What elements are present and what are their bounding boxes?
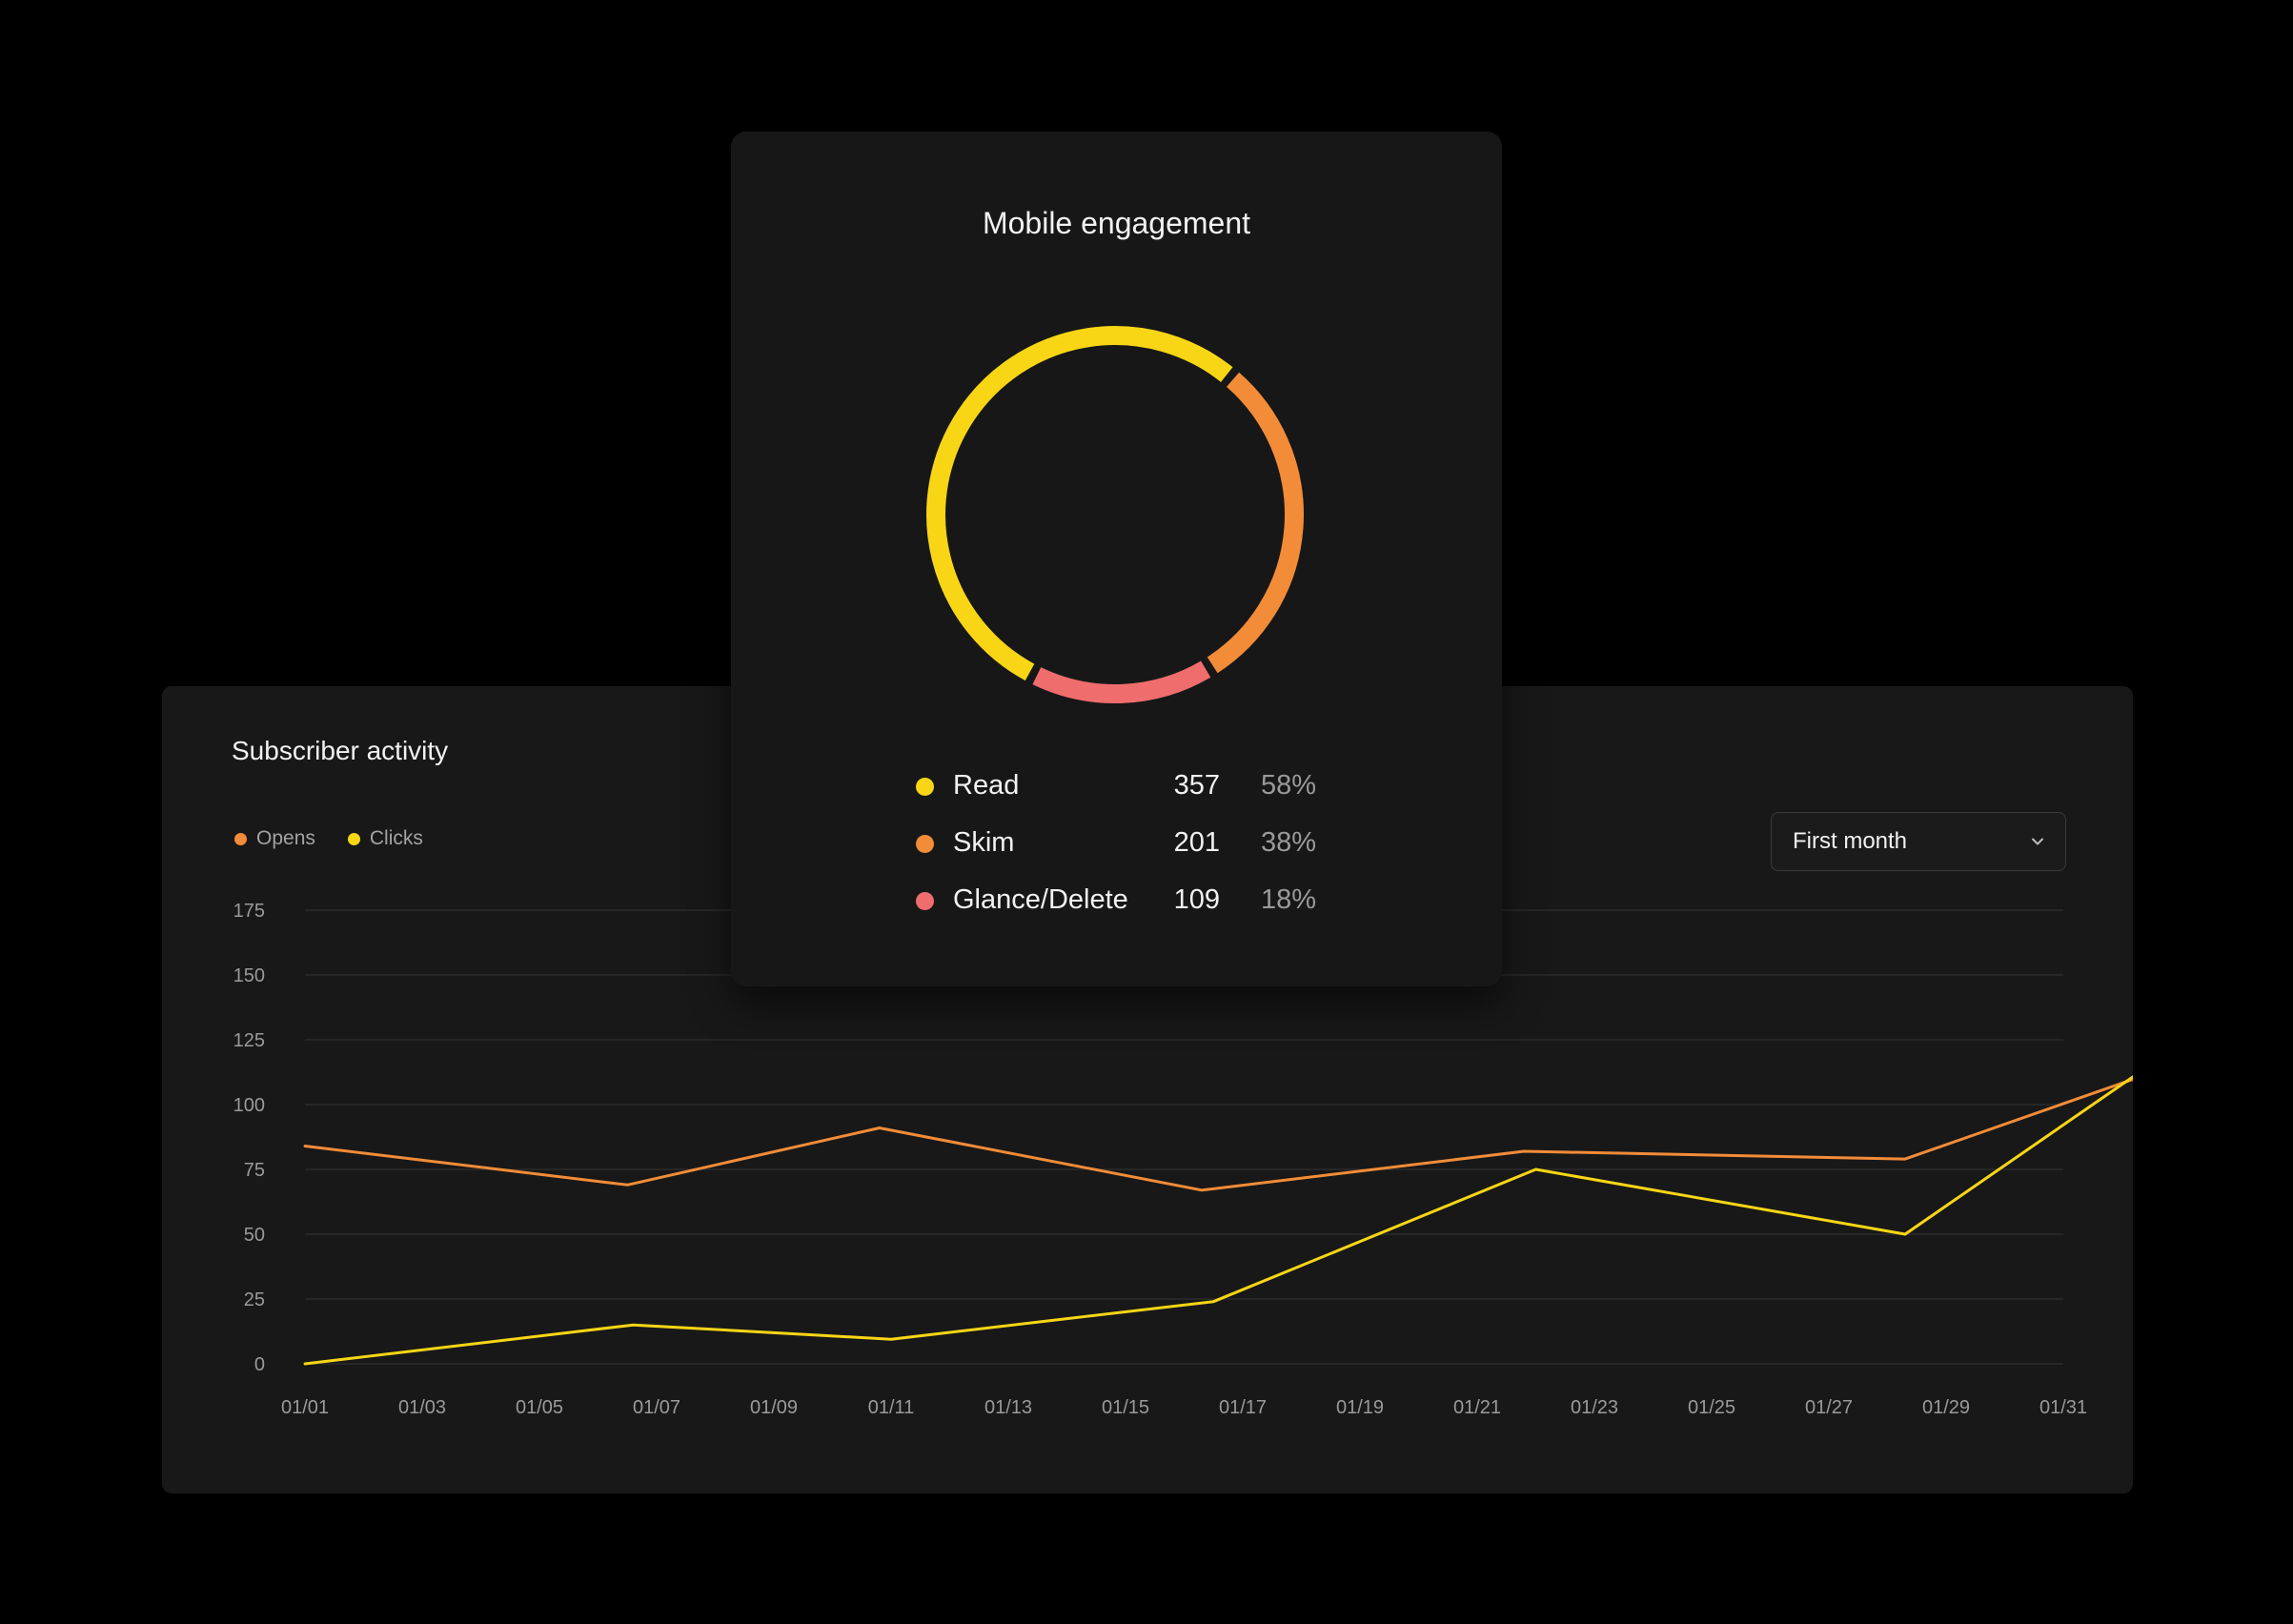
engagement-count: 201: [1173, 827, 1220, 858]
skim-dot-icon: [916, 835, 934, 853]
engagement-percent: 18%: [1260, 884, 1316, 915]
x-tick-label: 01/27: [1805, 1397, 1853, 1418]
x-tick-label: 01/29: [1922, 1397, 1970, 1418]
x-tick-label: 01/17: [1219, 1397, 1267, 1418]
x-tick-label: 01/13: [984, 1397, 1032, 1418]
x-tick-label: 01/03: [398, 1397, 446, 1418]
engagement-label: Skim: [953, 827, 1015, 858]
y-tick-label: 0: [254, 1354, 265, 1375]
activity-legend: Opens Clicks: [234, 827, 423, 850]
donut-slice-glance-delete: [1032, 660, 1211, 703]
y-tick-label: 25: [244, 1289, 265, 1310]
engagement-legend: Read 357 58% Skim 201 38% Glance/Delete …: [916, 764, 1316, 936]
x-tick-label: 01/19: [1336, 1397, 1384, 1418]
y-tick-label: 100: [233, 1095, 265, 1116]
engagement-row-skim: Skim 201 38%: [916, 822, 1316, 879]
x-tick-label: 01/11: [868, 1397, 915, 1418]
x-tick-label: 01/23: [1571, 1397, 1618, 1418]
x-tick-label: 01/07: [633, 1397, 680, 1418]
opens-dot-icon: [234, 832, 247, 845]
engagement-percent: 58%: [1260, 770, 1316, 801]
engagement-donut-chart: [926, 326, 1304, 703]
legend-opens-label: Opens: [256, 827, 315, 849]
read-dot-icon: [916, 778, 934, 796]
engagement-label: Read: [953, 770, 1020, 801]
y-tick-label: 50: [244, 1225, 265, 1246]
legend-opens: Opens: [234, 827, 315, 850]
y-tick-label: 175: [233, 901, 265, 922]
engagement-title: Mobile engagement: [982, 206, 1251, 240]
y-tick-label: 125: [233, 1030, 265, 1051]
x-tick-label: 01/01: [281, 1397, 329, 1418]
mobile-engagement-card: Mobile engagement Read 357 58% Skim 201 …: [731, 132, 1502, 986]
x-tick-label: 01/09: [750, 1397, 798, 1418]
legend-clicks: Clicks: [347, 827, 423, 850]
glance-delete-dot-icon: [916, 892, 934, 910]
engagement-label: Glance/Delete: [953, 884, 1128, 915]
activity-title: Subscriber activity: [232, 736, 449, 765]
period-select[interactable]: First month: [1771, 812, 2066, 871]
clicks-dot-icon: [347, 832, 360, 845]
donut-slice-read: [926, 326, 1233, 681]
chevron-down-icon: [2032, 838, 2043, 845]
x-tick-label: 01/05: [516, 1397, 563, 1418]
y-tick-label: 150: [233, 965, 265, 986]
x-tick-label: 01/31: [2039, 1397, 2087, 1418]
engagement-percent: 38%: [1260, 827, 1316, 858]
engagement-count: 109: [1173, 884, 1220, 915]
period-select-value: First month: [1793, 828, 1908, 854]
x-tick-label: 01/15: [1102, 1397, 1149, 1418]
y-tick-label: 75: [244, 1160, 265, 1181]
legend-clicks-label: Clicks: [369, 827, 423, 849]
x-tick-label: 01/21: [1453, 1397, 1501, 1418]
engagement-count: 357: [1173, 770, 1220, 801]
donut-slice-skim: [1207, 372, 1304, 674]
series-line-opens: [303, 1077, 2133, 1192]
series-line-clicks: [303, 1075, 2133, 1366]
x-tick-label: 01/25: [1688, 1397, 1735, 1418]
engagement-row-read: Read 357 58%: [916, 764, 1316, 822]
engagement-row-glance-delete: Glance/Delete 109 18%: [916, 879, 1316, 936]
